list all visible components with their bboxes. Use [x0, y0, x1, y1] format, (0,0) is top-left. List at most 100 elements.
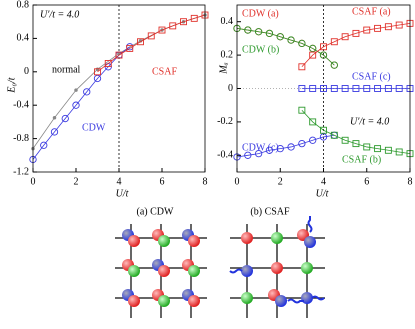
marker [363, 143, 371, 151]
marker [309, 118, 317, 126]
y-tick-label: 0.4 [221, 16, 234, 27]
marker [330, 131, 338, 139]
x-tick-label: 8 [203, 176, 208, 187]
marker [158, 26, 166, 34]
x-tick-label: 0 [235, 176, 240, 187]
marker [276, 33, 284, 41]
marker [320, 43, 327, 51]
marker [180, 18, 187, 26]
marker [309, 136, 317, 144]
marker [287, 143, 295, 151]
marker [341, 136, 349, 144]
marker [94, 68, 101, 76]
marker [265, 146, 274, 154]
series-line [301, 22, 411, 68]
y-tick-label: 0 [228, 83, 233, 94]
marker [298, 139, 306, 148]
series-label: CSAF [152, 66, 177, 77]
marker [83, 88, 91, 96]
marker [126, 44, 134, 52]
marker [374, 24, 382, 32]
cdw-lattice [115, 224, 207, 318]
marker [137, 38, 144, 46]
marker [244, 26, 252, 34]
marker [320, 126, 327, 134]
series-label: normal [52, 64, 81, 75]
marker [352, 85, 360, 92]
marker [50, 128, 59, 136]
series-label: CDW (a) [242, 8, 279, 19]
y-tick-label: -0.2 [217, 116, 233, 127]
marker [61, 114, 69, 123]
marker [265, 29, 274, 38]
marker [147, 32, 155, 40]
series-label: CSAF (b) [342, 154, 381, 165]
x-tick-label: 0 [31, 176, 36, 187]
series-label: CDW (b) [242, 44, 279, 55]
marker [298, 63, 306, 71]
series-line [236, 27, 335, 66]
y-axis-label: Mₐ [218, 62, 229, 74]
y-tick-label: 0.2 [221, 49, 234, 60]
x-tick-label: 2 [278, 176, 283, 187]
marker [309, 44, 317, 53]
marker [352, 140, 360, 148]
marker [374, 145, 382, 153]
marker [72, 101, 80, 109]
marker [395, 148, 403, 156]
marker [363, 26, 371, 34]
series-line [32, 46, 130, 160]
marker [384, 85, 392, 92]
marker [395, 21, 403, 29]
marker [169, 22, 177, 30]
marker [374, 85, 382, 92]
marker [287, 36, 295, 44]
marker [384, 146, 392, 154]
marker [320, 85, 327, 92]
series-label: CSAF (c) [352, 71, 391, 82]
series-label: CDW (c) [242, 142, 279, 153]
marker [309, 85, 317, 92]
y-tick-label: -0.4 [13, 99, 29, 110]
marker [309, 51, 317, 59]
marker [330, 38, 338, 46]
diagram-label: (a) CDW [137, 206, 174, 217]
marker [352, 29, 360, 37]
y-tick-label: 0.4 [17, 33, 30, 44]
x-tick-label: 4 [117, 176, 122, 187]
series-line [301, 109, 411, 155]
marker [298, 106, 306, 114]
y-tick-label: 0.8 [17, 0, 30, 10]
marker [52, 115, 57, 120]
marker [395, 85, 403, 92]
marker [74, 88, 78, 92]
marker [319, 133, 328, 141]
x-tick-label: 2 [74, 176, 79, 187]
series-line [236, 134, 335, 158]
x-tick-label: 8 [408, 176, 413, 187]
x-tick-label: 4 [321, 176, 326, 187]
x-axis-label: U/t [316, 188, 329, 199]
y-tick-label: -1.2 [13, 166, 29, 177]
diagram-label: (b) CSAF [250, 206, 290, 217]
y-tick-label: 0 [24, 66, 29, 77]
marker [330, 85, 338, 92]
series-label: CDW [82, 122, 106, 133]
marker [298, 39, 306, 48]
marker [341, 33, 349, 41]
csaf-lattice [229, 216, 325, 318]
marker [298, 85, 306, 92]
marker [93, 74, 102, 83]
series-line [97, 14, 206, 73]
marker [341, 85, 349, 92]
marker [363, 85, 371, 92]
marker [276, 144, 284, 153]
x-tick-label: 6 [160, 176, 165, 187]
x-tick-label: 6 [364, 176, 369, 187]
y-tick-label: -0.4 [217, 150, 233, 161]
marker [330, 61, 338, 69]
marker [115, 51, 123, 59]
marker [319, 51, 328, 59]
marker [384, 23, 392, 31]
